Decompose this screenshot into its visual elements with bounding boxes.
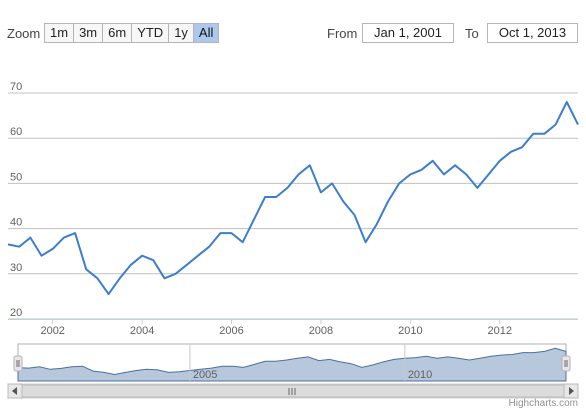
navigator-year-label-2005: 2005	[193, 369, 217, 381]
from-date-input[interactable]: Jan 1, 2001	[362, 23, 454, 43]
scrollbar	[7, 383, 579, 399]
y-tick-label-20: 20	[10, 307, 22, 319]
credits-link[interactable]: Highcharts.com	[508, 398, 578, 409]
zoom-3m-button[interactable]: 3m	[74, 24, 104, 42]
y-axis-labels: 20 30 40 50 60 70	[10, 81, 22, 319]
series-layer	[7, 101, 579, 296]
navigator-year-label-2010: 2010	[408, 369, 432, 381]
zoom-1y-button[interactable]: 1y	[169, 24, 194, 42]
y-tick-label-40: 40	[10, 217, 22, 229]
series-line	[7, 101, 579, 296]
arrow-right-icon	[569, 387, 574, 395]
zoom-6m-button[interactable]: 6m	[103, 24, 133, 42]
x-tick-label-2012: 2012	[488, 325, 512, 337]
zoom-button-group: 1m 3m 6m YTD 1y All	[44, 23, 220, 43]
x-tick-label-2002: 2002	[40, 325, 64, 337]
zoom-1m-button[interactable]: 1m	[45, 24, 75, 42]
to-date-input[interactable]: Oct 1, 2013	[487, 23, 578, 43]
y-tick-label-70: 70	[10, 81, 22, 93]
y-tick-label-50: 50	[10, 171, 22, 183]
x-tick-label-2008: 2008	[309, 325, 333, 337]
x-tick-label-2010: 2010	[398, 325, 422, 337]
grid-lines	[8, 92, 578, 320]
zoom-ytd-button[interactable]: YTD	[132, 24, 170, 42]
x-axis: 2002 2004 2006 2008 2010 2012	[8, 319, 578, 337]
navigator: 2005 2010	[13, 343, 571, 382]
zoom-all-button[interactable]: All	[193, 24, 219, 42]
from-label: From	[327, 26, 358, 41]
navigator-right-handle[interactable]	[561, 355, 571, 372]
x-tick-label-2006: 2006	[219, 325, 243, 337]
scrollbar-thumb[interactable]	[21, 384, 565, 398]
zoom-label: Zoom	[7, 26, 41, 41]
y-tick-label-60: 60	[10, 126, 22, 138]
y-tick-label-30: 30	[10, 262, 22, 274]
to-label: To	[465, 26, 479, 41]
navigator-left-handle[interactable]	[13, 355, 23, 372]
navigator-series	[17, 347, 567, 382]
x-tick-label-2004: 2004	[130, 325, 154, 337]
arrow-left-icon	[12, 387, 17, 395]
